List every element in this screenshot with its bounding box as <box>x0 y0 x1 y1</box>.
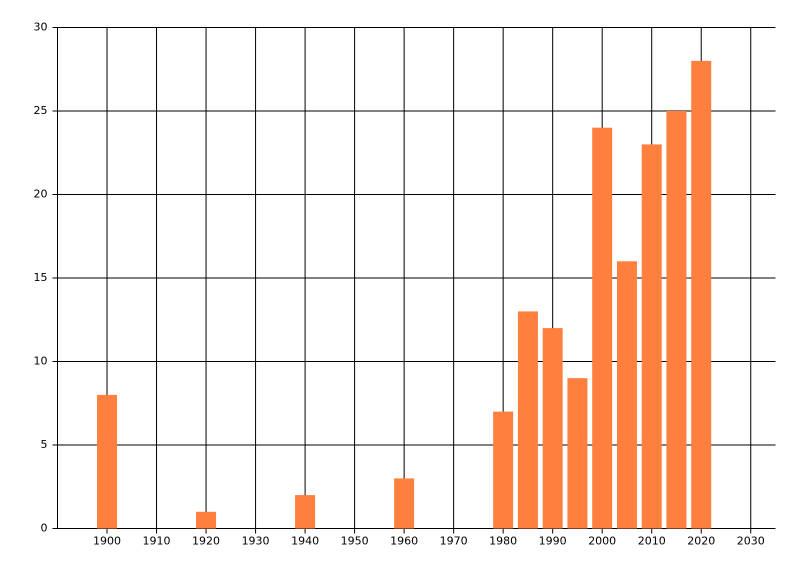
bar <box>691 60 712 529</box>
x-tick-label: 1940 <box>291 535 319 548</box>
bar <box>542 328 563 529</box>
bar <box>196 511 217 529</box>
x-tick-label: 1900 <box>93 535 121 548</box>
y-tick-label: 5 <box>41 438 48 451</box>
x-tick-label: 1990 <box>539 535 567 548</box>
x-tick-label: 1960 <box>390 535 418 548</box>
x-tick-label: 1970 <box>440 535 468 548</box>
x-tick-label: 1920 <box>192 535 220 548</box>
bar <box>295 495 316 529</box>
y-tick-label: 20 <box>34 188 48 201</box>
y-tick-label: 15 <box>34 271 48 284</box>
x-tick-label: 2030 <box>737 535 765 548</box>
bar <box>666 111 687 529</box>
y-tick-label: 0 <box>41 522 48 535</box>
bar <box>567 378 588 529</box>
x-tick-label: 1950 <box>341 535 369 548</box>
x-tick-label: 1930 <box>242 535 270 548</box>
x-tick-label: 2000 <box>588 535 616 548</box>
bar <box>394 478 415 529</box>
x-tick-label: 2020 <box>687 535 715 548</box>
bar <box>97 394 118 529</box>
x-tick-label: 2010 <box>638 535 666 548</box>
x-tick-label: 1980 <box>489 535 517 548</box>
y-tick-label: 10 <box>34 355 48 368</box>
bar <box>517 311 538 529</box>
x-tick-label: 1910 <box>143 535 171 548</box>
bar <box>493 411 514 529</box>
bar <box>616 261 637 529</box>
bar <box>592 127 613 529</box>
y-tick-label: 30 <box>34 21 48 34</box>
y-tick-label: 25 <box>34 104 48 117</box>
bar <box>641 144 662 529</box>
